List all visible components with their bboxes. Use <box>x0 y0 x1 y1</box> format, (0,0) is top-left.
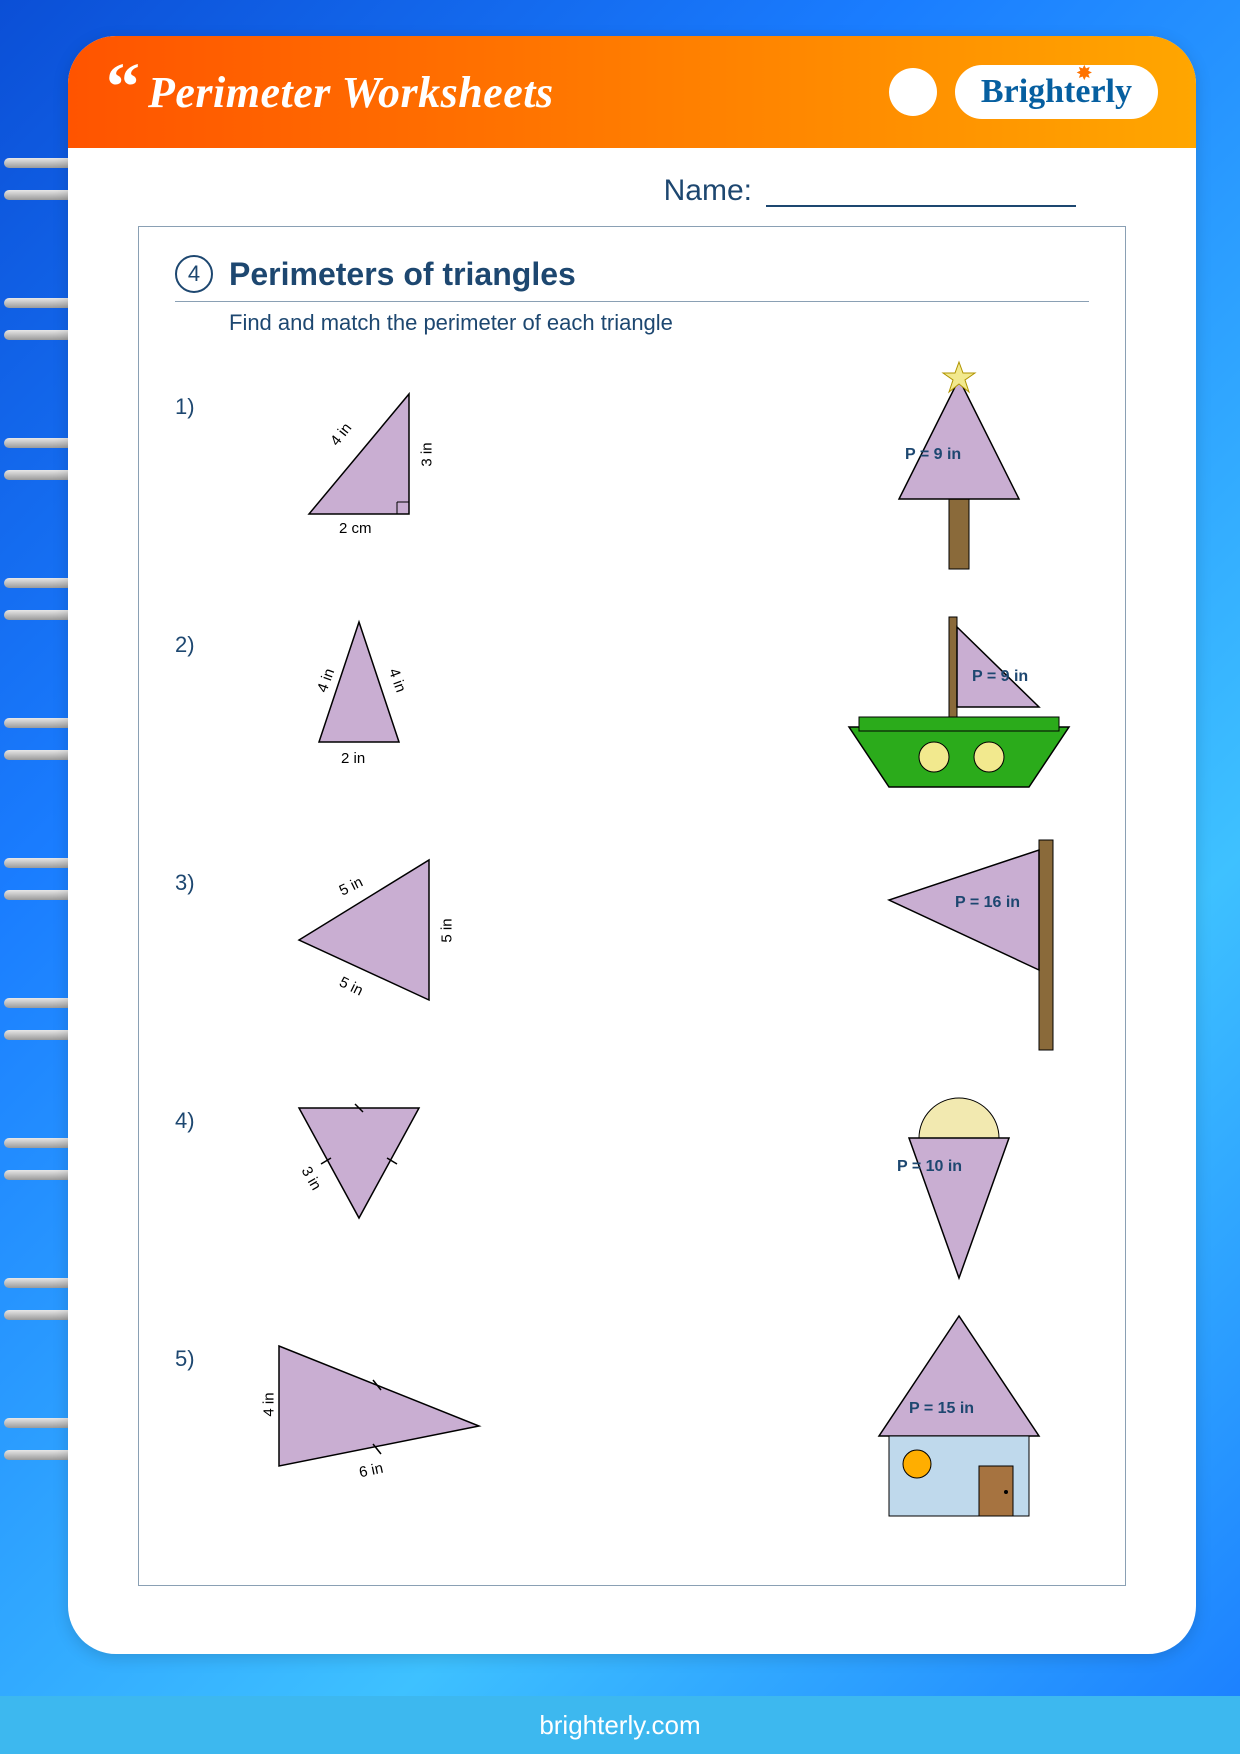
section-subtitle: Find and match the perimeter of each tri… <box>229 310 1089 336</box>
problem-number: 1) <box>175 394 219 420</box>
brand-badge: Brighterly ✸ <box>955 65 1158 119</box>
content-box: 4 Perimeters of triangles Find and match… <box>138 226 1126 1586</box>
page-header: “ Perimeter Worksheets Brighterly ✸ <box>68 36 1196 148</box>
problem-number: 5) <box>175 1346 219 1372</box>
side-label: 2 cm <box>339 520 372 537</box>
problem-row: 1) 4 in 3 in 2 cm <box>175 354 1089 584</box>
boat-image: P = 9 in <box>829 592 1089 822</box>
section-number-badge: 4 <box>175 255 213 293</box>
problem-row: 5) 4 in 6 in <box>175 1306 1089 1536</box>
flag-image: P = 16 in <box>829 830 1089 1060</box>
problem-number: 3) <box>175 870 219 896</box>
side-label: 5 in <box>439 918 456 942</box>
problem-row: 3) 5 in 5 in 5 in P = 16 in <box>175 830 1089 1060</box>
triangle-q2: 4 in 4 in 2 in <box>219 592 539 822</box>
problem-rows: 1) 4 in 3 in 2 cm <box>175 354 1089 1536</box>
sun-icon: ✸ <box>1077 63 1092 84</box>
name-row: Name: <box>68 148 1196 226</box>
side-label: 2 in <box>341 750 365 767</box>
perimeter-label: P = 16 in <box>955 894 1020 912</box>
problem-number: 2) <box>175 632 219 658</box>
problem-row: 2) 4 in 4 in 2 in <box>175 592 1089 822</box>
page-title: Perimeter Worksheets <box>148 67 554 118</box>
perimeter-label: P = 15 in <box>909 1400 974 1418</box>
perimeter-label: P = 10 in <box>897 1158 962 1176</box>
house-image: P = 15 in <box>829 1306 1089 1536</box>
perimeter-label: P = 9 in <box>972 668 1028 686</box>
worksheet-page: “ Perimeter Worksheets Brighterly ✸ Name… <box>68 36 1196 1654</box>
perimeter-label: P = 9 in <box>905 446 961 464</box>
triangle-q4: 3 in <box>219 1068 539 1298</box>
page-footer: brighterly.com <box>0 1696 1240 1754</box>
section-head: 4 Perimeters of triangles <box>175 255 1089 302</box>
section-title: Perimeters of triangles <box>229 256 576 293</box>
triangle-q5: 4 in 6 in <box>219 1306 539 1536</box>
header-dot <box>889 68 937 116</box>
name-label: Name: <box>664 174 752 208</box>
icecream-image: P = 10 in <box>829 1068 1089 1298</box>
quote-mark: “ <box>106 47 140 126</box>
side-label: 4 in <box>261 1392 278 1416</box>
brand-text: Brighterly <box>981 73 1132 110</box>
triangle-q1: 4 in 3 in 2 cm <box>219 354 539 584</box>
triangle-q3: 5 in 5 in 5 in <box>219 830 539 1060</box>
name-input-line[interactable] <box>766 175 1076 207</box>
problem-number: 4) <box>175 1108 219 1134</box>
side-label: 3 in <box>419 442 436 466</box>
tree-image: P = 9 in <box>829 354 1089 584</box>
problem-row: 4) 3 in P = 10 in <box>175 1068 1089 1298</box>
